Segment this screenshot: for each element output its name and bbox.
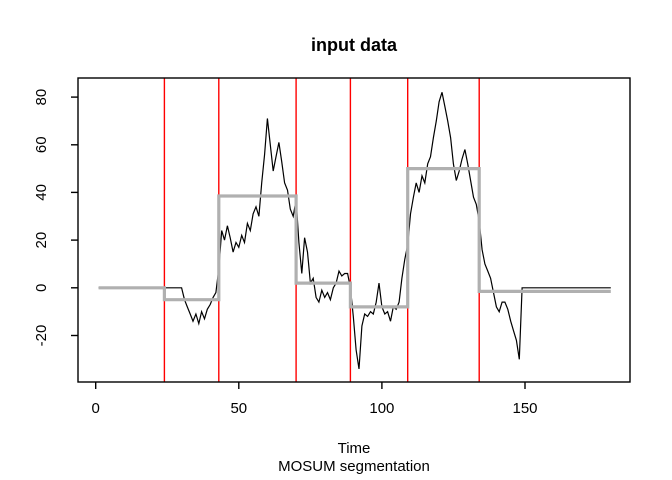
x-tick-label: 50 (230, 400, 247, 417)
x-axis-sublabel: MOSUM segmentation (278, 458, 430, 475)
y-tick-label: 40 (33, 184, 50, 201)
segment-mean-line (98, 167, 611, 309)
x-tick-label: 0 (92, 400, 100, 417)
chart-title: input data (311, 35, 397, 55)
data-line (98, 92, 611, 369)
y-tick-label: 0 (33, 284, 50, 292)
plot-box (77, 77, 631, 383)
x-tick-label: 100 (369, 400, 394, 417)
y-tick-label: 80 (33, 89, 50, 106)
x-tick-label: 150 (512, 400, 537, 417)
y-tick-label: -20 (33, 325, 50, 347)
x-axis-label: Time (337, 440, 371, 457)
y-tick-label: 20 (33, 232, 50, 249)
y-tick-label: 60 (33, 136, 50, 153)
